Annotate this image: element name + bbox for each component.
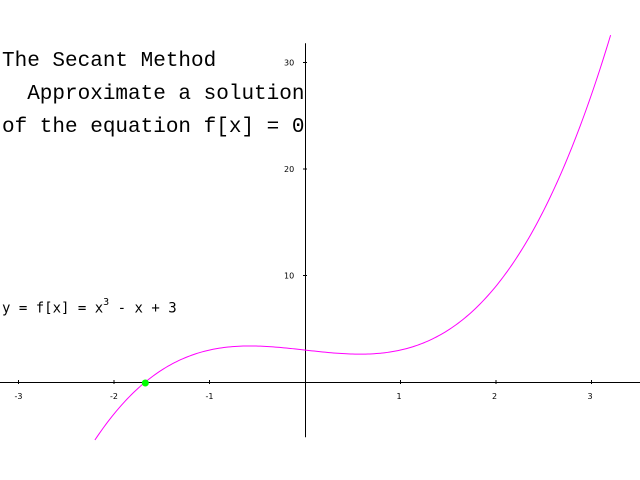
equation-exponent: 3 (103, 297, 110, 308)
axes (0, 43, 640, 438)
x-tick-label: -2 (110, 392, 118, 401)
x-tick-label: 3 (588, 392, 593, 401)
equation-suffix: - x + 3 (109, 300, 177, 317)
x-tick-label: -1 (206, 392, 214, 401)
function-curve (94, 35, 612, 441)
title-line-3: of the equation f[x] = 0 (2, 116, 305, 139)
title-line-2: Approximate a solution (2, 83, 305, 106)
y-tick-label: 30 (284, 59, 294, 68)
y-tick-label: 10 (284, 272, 294, 281)
equation-prefix: y = f[x] = x (2, 300, 104, 317)
equation-label: y = f[x] = x3 - x + 3 (2, 297, 177, 317)
root-point (141, 379, 149, 387)
x-tick-label: -3 (15, 392, 23, 401)
y-tick-label: 20 (284, 165, 294, 174)
title-line-1: The Secant Method (2, 50, 217, 73)
tick-marks: -3 -2 -1 1 2 3 10 20 30 (15, 59, 593, 402)
x-tick-label: 1 (397, 392, 402, 401)
x-tick-label: 2 (492, 392, 497, 401)
